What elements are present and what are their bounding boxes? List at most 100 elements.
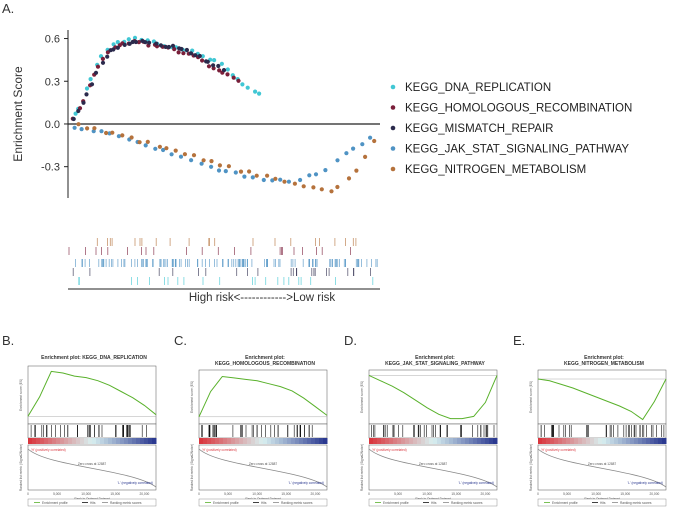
gsea-heat-segment (570, 438, 575, 444)
gsea-ylabel: Enrichment score (ES) (190, 381, 194, 413)
panel-a-point (221, 68, 227, 73)
gsea-rank-frame (198, 444, 328, 491)
gsea-xtick: 0 (198, 492, 200, 496)
panel-a-point (71, 116, 76, 122)
gsea-panel-e: Enrichment plot:KEGG_NITROGEN_METABOLISM… (529, 355, 667, 507)
gsea-legend-box (27, 498, 157, 507)
panel-a-point (184, 47, 189, 53)
panel-a-axes: 0.6 0.3 0.0 -0.3 Enrichment Score High risk<-… (11, 30, 380, 304)
gsea-neg-label: 'L' (negatively correlated) (118, 481, 153, 485)
gsea-heat-segment (417, 438, 422, 444)
panel-a-point (201, 158, 206, 163)
gsea-heat-segment (319, 438, 324, 444)
gsea-heat-segment (622, 438, 627, 444)
legend-marker (390, 166, 396, 172)
gsea-title: KEGG_HOMOLOGOUS_RECOMBINATION (215, 361, 315, 367)
gsea-es-frame (198, 369, 328, 425)
gsea-xtick: 15,000 (620, 492, 630, 496)
gsea-ylabel: Enrichment score (ES) (529, 381, 533, 413)
gsea-heat-segment (558, 438, 563, 444)
gsea-heat-segment (658, 438, 663, 444)
panel-a-point (211, 63, 216, 68)
gsea-legend-label: Enrichment profile (42, 501, 68, 505)
legend-label: KEGG_JAK_STAT_SIGNALING_PATHWAY (405, 144, 629, 156)
gsea-heat-segment (247, 438, 252, 444)
panel-a-point (166, 44, 171, 50)
gsea-heat-segment (239, 438, 244, 444)
panel-a-point (153, 146, 158, 151)
gsea-heat-segment (369, 438, 374, 444)
gsea-heat-segment (602, 438, 607, 444)
gsea-heat-segment (373, 438, 378, 444)
gsea-zero-cross: Zero cross at 12887 (78, 462, 107, 466)
gsea-hits-frame (537, 423, 667, 439)
gsea-heat-segment (323, 438, 328, 444)
panel-a-point (129, 135, 134, 140)
panel-a-point (136, 40, 141, 45)
panel-a-point (231, 75, 236, 80)
panel-a-point (130, 39, 135, 45)
gsea-xtick: 10,000 (591, 492, 601, 496)
panel-a-point (145, 139, 150, 144)
panel-a-point (92, 126, 97, 131)
gsea-heat-segment (457, 438, 462, 444)
gsea-xtick: 15,000 (110, 492, 120, 496)
gsea-heat-band (538, 438, 667, 444)
gsea-heat-segment (275, 438, 280, 444)
gsea-heat-segment (112, 438, 117, 444)
panel-a-point (219, 61, 224, 66)
panel-a-point (104, 130, 109, 136)
panel-a-point (89, 82, 95, 87)
panel-b-letter: B. (2, 333, 14, 348)
gsea-title: KEGG_NITROGEN_METABOLISM (564, 361, 644, 367)
gsea-neg-label: 'L' (negatively correlated) (459, 481, 494, 485)
gsea-heat-segment (473, 438, 478, 444)
gsea-legend-box (198, 498, 328, 507)
gsea-heat-segment (152, 438, 157, 444)
panel-a-point (298, 177, 303, 183)
panel-a-point (191, 153, 197, 158)
panel-a-point (344, 151, 349, 156)
gsea-heat-segment (465, 438, 470, 444)
gsea-heat-segment (654, 438, 659, 444)
panel-a-point (206, 64, 212, 69)
gsea-heat-segment (291, 438, 296, 444)
panel-a-point (76, 108, 81, 114)
gsea-heat-segment (477, 438, 482, 444)
gsea-heat-segment (562, 438, 567, 444)
gsea-rank-frame (537, 444, 667, 491)
gsea-legend-box (368, 498, 498, 507)
panel-a-point (253, 89, 258, 94)
gsea-heat-segment (235, 438, 240, 444)
gsea-legend-label: Ranking metric scores (110, 501, 142, 505)
gsea-heat-segment (100, 438, 105, 444)
panel-a-point (182, 152, 187, 157)
panel-a-point (161, 147, 166, 153)
gsea-xtick: 0 (537, 492, 539, 496)
gsea-heat-segment (606, 438, 611, 444)
panel-a-point (81, 100, 86, 105)
gsea-hits (198, 423, 328, 439)
gsea-heat-segment (429, 438, 434, 444)
gsea-heat-segment (303, 438, 308, 444)
panel-a-point (205, 59, 210, 64)
gsea-heat-segment (211, 438, 216, 444)
panel-a-point (193, 53, 198, 58)
legend-label: KEGG_MISMATCH_REPAIR (405, 123, 553, 135)
legend-marker (390, 146, 396, 151)
gsea-es-curve (537, 378, 667, 421)
panel-a-point (351, 146, 356, 151)
panel-a-point (173, 148, 178, 153)
gsea-heat-segment (610, 438, 615, 444)
panel-c-letter: C. (174, 333, 187, 348)
gsea-title: Enrichment plot: (245, 355, 285, 361)
panel-a-point (329, 189, 334, 194)
gsea-heat-segment (68, 438, 73, 444)
panel-a-point (84, 86, 90, 91)
panel-a-point (319, 187, 324, 192)
panel-a-point (84, 92, 89, 97)
gsea-xtick: 20,000 (310, 492, 320, 496)
gsea-legend-box (537, 498, 667, 507)
panel-a-point (226, 164, 231, 169)
panel-a-point (278, 177, 283, 182)
